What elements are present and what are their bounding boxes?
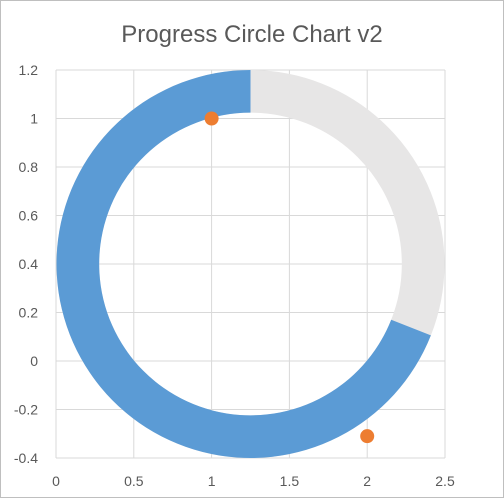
x-tick-label: 1 (208, 473, 216, 489)
x-tick-label: 0.5 (124, 473, 144, 489)
y-tick-label: 0.6 (19, 208, 39, 224)
y-tick-label: -0.2 (14, 402, 38, 418)
y-tick-label: -0.4 (14, 450, 38, 466)
y-tick-label: 0 (30, 353, 38, 369)
y-tick-label: 1 (30, 111, 38, 127)
y-tick-label: 0.2 (19, 305, 39, 321)
y-tick-label: 1.2 (19, 62, 39, 78)
y-tick-label: 0.8 (19, 159, 39, 175)
x-tick-label: 2.5 (435, 473, 455, 489)
x-tick-label: 2 (363, 473, 371, 489)
x-tick-label: 1.5 (280, 473, 300, 489)
chart-title: Progress Circle Chart v2 (121, 21, 383, 48)
scatter-point (360, 429, 375, 444)
x-tick-label: 0 (52, 473, 60, 489)
y-tick-label: 0.4 (19, 256, 39, 272)
scatter-point (204, 111, 219, 126)
